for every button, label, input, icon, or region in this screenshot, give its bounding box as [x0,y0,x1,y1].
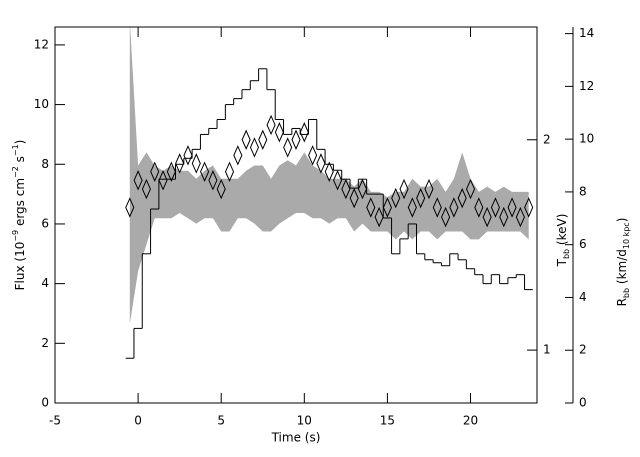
y-title-part: −2 [11,166,20,178]
x-tick-label: 20 [463,414,478,428]
temperature-diamond [299,122,309,143]
y3-tick-label: 0 [579,396,587,410]
y3-tick-label: 14 [579,26,594,40]
y3-title-part: R [615,298,629,306]
temperature-diamond [125,197,135,218]
temperature-diamond [166,161,176,182]
y3-tick-label: 10 [579,132,594,146]
y2-tick-label: 2 [543,132,551,146]
r-bb-band [129,27,529,324]
temperature-diamond [457,187,467,209]
temperature-diamond [349,187,359,209]
temperature-diamond [150,161,160,182]
temperature-diamond [208,170,218,191]
temperature-diamond [266,114,276,136]
y3-title-part: ) [615,218,629,223]
y-title-part: ergs cm [13,178,27,230]
temperature-diamond [258,129,268,150]
temperature-diamond [175,153,185,174]
y3-tick-label: 8 [579,184,587,198]
x-tick-label: 0 [134,414,142,428]
x-tick-label: 15 [380,414,395,428]
plot-area [125,27,534,359]
y-tick-label: 6 [41,216,49,230]
y3-tick-label: 12 [579,79,594,93]
x-tick-label: -5 [49,414,61,428]
temperature-diamond [274,122,284,143]
y3-tick-label: 4 [579,290,587,304]
x-axis-title: Time (s) [271,431,321,445]
temperature-diamond [183,145,193,166]
y-title-part: −1 [11,144,20,156]
y2-title-part: bb [562,249,571,259]
temperature-diamond [291,129,301,150]
y-title-part: −9 [11,230,20,242]
temperature-diamond [158,170,168,191]
y3-axis-title: Rbb (km/d10 kpc) [615,218,632,307]
temperature-diamond [333,170,343,191]
temperature-diamond [216,178,226,200]
y-tick-label: 2 [41,336,49,350]
x-tick-label: 5 [217,414,225,428]
temperature-diamond [357,178,368,200]
temperature-diamond [233,145,243,166]
temperature-diamond [524,197,534,218]
y-title-part: ) [13,140,27,145]
temperature-diamond [490,197,500,218]
temperature-diamond [224,161,235,182]
y3-tick-label: 6 [579,237,587,251]
y3-title-part: (km/d [615,249,629,288]
temperature-diamond [249,137,259,158]
temperature-diamond [515,206,525,228]
temperature-diamond [507,197,517,218]
y2-title-part: (keV) [555,214,569,249]
temperature-diamond [324,161,334,182]
temperature-diamond [374,206,384,228]
temperature-diamond [283,137,293,158]
y3-tick-label: 2 [579,343,587,357]
temperature-diamond [465,178,476,200]
y-title-part: Flux (10 [13,242,27,291]
x-tick-label: 10 [297,414,312,428]
y2-title-part: T [555,258,569,267]
temperature-diamond [482,206,492,228]
temperature-diamond [200,161,210,182]
temperature-diamond [366,197,376,218]
y2-tick-label: 1 [543,343,551,357]
temperature-diamond [316,153,326,174]
y-tick-label: 10 [34,97,49,111]
temperature-diamond [416,187,426,209]
y-tick-label: 8 [41,157,49,171]
y3-title-part: bb [622,288,631,298]
plot-frame [54,26,538,404]
temperature-diamond [382,197,392,218]
y2-axis-title: Tbb (keV) [555,214,572,268]
temperature-diamond [449,197,459,218]
temperature-diamond [399,178,409,200]
temperature-diamond [133,170,143,191]
temperature-diamond [391,187,401,209]
temperature-diamond [341,178,351,200]
temperature-diamond [441,206,451,228]
y3-title-part: 10 kpc [622,222,631,249]
temperature-diamond [499,206,509,228]
y-tick-label: 4 [41,276,49,290]
y-title-part: s [13,156,27,166]
temperature-diamond [191,153,201,174]
temperature-diamond [474,197,484,218]
y-tick-label: 12 [34,37,49,51]
y-tick-label: 0 [41,396,49,410]
temperature-diamond [407,197,417,218]
temperature-diamond [432,197,442,218]
temperature-diamond [241,129,251,150]
temperature-diamond [424,178,434,200]
temperature-diamond [308,145,318,166]
y-axis-title: Flux (10−9 ergs cm−2 s−1) [11,140,27,291]
temperature-diamond [141,178,151,200]
